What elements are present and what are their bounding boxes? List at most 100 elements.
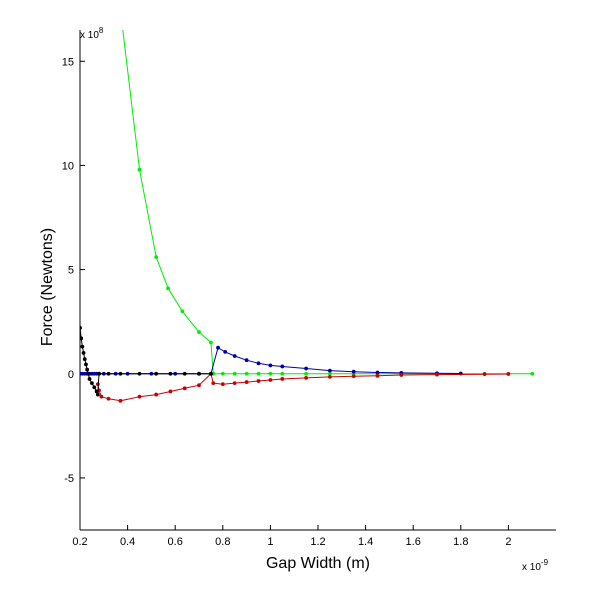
series (80, 30, 535, 403)
series-line-blue (80, 346, 461, 375)
x-tick-label: 1.2 (310, 536, 325, 548)
data-point-black (118, 371, 123, 376)
series-black (80, 326, 213, 397)
data-point-blue (244, 358, 249, 363)
x-axis-multiplier-exponent: -9 (541, 558, 549, 567)
ticks: 0.2 0.4 0.6 0.8 1 1.2 1.4 1.6 1.8 2 -5 0 5 10 15 (62, 56, 512, 548)
y-tick-label: 0 (68, 369, 74, 381)
data-point-red (154, 392, 159, 397)
y-axis-multiplier-exponent: 8 (99, 26, 104, 35)
x-tick-label: 0.2 (72, 536, 87, 548)
series-green (122, 30, 535, 376)
data-point-green (304, 371, 308, 376)
data-point-red (168, 389, 173, 394)
data-point-blue (256, 361, 261, 366)
data-point-black (92, 385, 97, 390)
data-point-blue (304, 366, 308, 371)
series-red (95, 371, 511, 403)
x-tick-label: 1.4 (358, 536, 373, 548)
data-point-red (435, 372, 439, 377)
data-point-red (232, 381, 237, 386)
series-line-green (122, 30, 533, 375)
data-point-red (99, 394, 104, 399)
data-point-green (256, 371, 261, 376)
data-point-black (197, 371, 201, 376)
x-tick-label: 1 (267, 536, 273, 548)
data-point-red (280, 377, 285, 381)
data-point-green (137, 167, 142, 172)
data-point-green (328, 371, 332, 376)
data-point-green (180, 309, 185, 314)
data-point-black (80, 336, 84, 341)
y-axis-multiplier: x 108 (80, 26, 104, 41)
data-point-black (137, 371, 142, 376)
data-point-blue (328, 368, 332, 373)
series-blue (80, 345, 463, 376)
data-point-black (81, 351, 86, 355)
axes (79, 30, 556, 531)
data-point-green (268, 371, 273, 376)
data-point-red (328, 374, 332, 379)
y-axis-multiplier-base: x 10 (80, 30, 99, 41)
data-point-green (232, 371, 237, 376)
x-tick-label: 2 (505, 536, 511, 548)
data-point-black (97, 371, 101, 376)
data-point-green (530, 371, 535, 376)
data-point-red (220, 382, 225, 387)
data-point-black (95, 392, 100, 397)
data-point-black (154, 371, 159, 376)
data-point-green (166, 286, 170, 291)
data-point-black (80, 344, 85, 349)
data-point-red (197, 383, 201, 388)
data-point-black (80, 326, 82, 330)
series-line-red (97, 372, 509, 402)
data-point-blue (280, 364, 285, 369)
data-point-red (137, 394, 142, 399)
x-tick-label: 1.6 (406, 536, 421, 548)
data-point-red (182, 386, 187, 391)
data-point-black (168, 371, 173, 376)
series-line-black (80, 327, 211, 395)
data-point-red (482, 372, 487, 377)
data-point-black (182, 371, 187, 376)
data-point-red (351, 374, 356, 379)
data-point-green (280, 371, 285, 376)
data-point-black (209, 371, 213, 376)
y-axis-title: Force (Newtons) (39, 228, 56, 346)
x-tick-label: 1.8 (453, 536, 468, 548)
y-tick-label: 5 (68, 265, 74, 277)
data-point-red (375, 373, 380, 378)
data-point-green (154, 255, 159, 259)
data-point-black (86, 371, 91, 376)
data-point-black (90, 381, 94, 386)
data-point-blue (216, 345, 220, 350)
data-point-blue (375, 370, 380, 375)
data-point-black (84, 362, 88, 367)
data-point-black (85, 367, 90, 372)
data-point-red (106, 396, 111, 401)
x-tick-label: 0.4 (120, 536, 135, 548)
data-point-red (118, 398, 123, 403)
x-axis-multiplier: x 10-9 (522, 558, 549, 573)
data-point-red (268, 378, 273, 382)
data-point-red (399, 373, 404, 377)
y-tick-label: -5 (64, 473, 74, 485)
data-point-green (220, 371, 225, 376)
data-point-black (82, 357, 87, 362)
data-point-red (506, 372, 511, 376)
data-point-blue (351, 369, 356, 374)
y-tick-label: 15 (62, 56, 74, 68)
data-point-black (87, 377, 92, 381)
data-point-green (209, 340, 213, 345)
y-tick-label: 10 (62, 160, 74, 172)
data-point-red (304, 376, 308, 380)
data-point-green (197, 330, 201, 334)
data-point-red (244, 380, 249, 384)
x-axis-title: Gap Width (m) (266, 555, 370, 572)
data-point-blue (268, 363, 273, 368)
data-point-blue (223, 349, 228, 354)
x-tick-label: 0.8 (215, 536, 230, 548)
data-point-black (106, 371, 111, 376)
data-point-blue (232, 354, 237, 358)
